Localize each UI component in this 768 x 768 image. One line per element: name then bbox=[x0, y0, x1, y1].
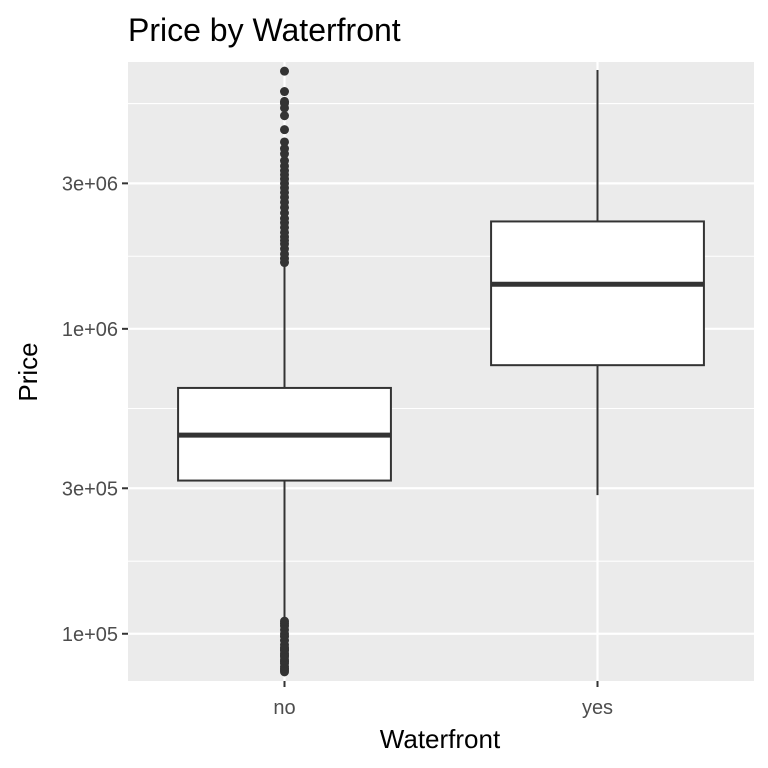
outlier-point bbox=[280, 111, 289, 121]
x-axis-title: Waterfront bbox=[380, 724, 501, 754]
plot-panel bbox=[128, 62, 754, 681]
outlier-point bbox=[280, 144, 289, 154]
box-layer bbox=[177, 66, 705, 677]
y-axis-title: Price bbox=[13, 342, 43, 401]
box-no bbox=[177, 66, 392, 677]
outlier-point bbox=[280, 125, 289, 135]
outlier-point bbox=[280, 66, 289, 76]
outlier-point bbox=[280, 137, 289, 147]
y-tick-label: 1e+06 bbox=[62, 319, 118, 341]
y-tick-label: 3e+05 bbox=[62, 478, 118, 500]
x-axis: no yes bbox=[273, 681, 613, 719]
y-axis: 1e+05 3e+05 1e+06 3e+06 bbox=[62, 173, 128, 646]
outlier-point bbox=[280, 616, 289, 626]
box-iqr bbox=[490, 220, 705, 367]
chart-title: Price by Waterfront bbox=[128, 12, 401, 48]
outlier-point bbox=[280, 156, 289, 166]
x-tick-label: no bbox=[273, 697, 295, 719]
outlier-point bbox=[280, 96, 289, 106]
box-yes bbox=[490, 70, 705, 496]
outlier-point bbox=[280, 87, 289, 97]
x-tick-label: yes bbox=[582, 697, 613, 719]
y-tick-label: 1e+05 bbox=[62, 624, 118, 646]
y-tick-label: 3e+06 bbox=[62, 173, 118, 195]
